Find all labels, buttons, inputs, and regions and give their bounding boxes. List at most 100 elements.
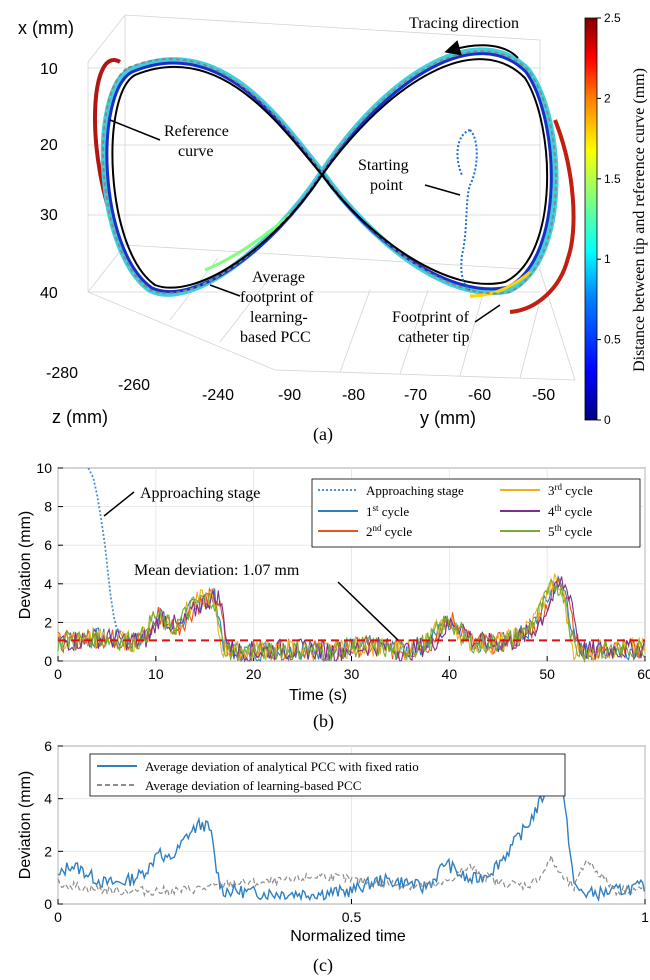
colorbar-tick-label: 2.5 xyxy=(604,11,621,25)
colorbar-tick-label: 1 xyxy=(604,252,611,266)
avg-footprint-label-4: based PCC xyxy=(240,329,311,346)
y-tick-label: 0 xyxy=(44,653,52,669)
reference-curve-label-1: Reference xyxy=(164,123,229,140)
x-axis-label-b: Time (s) xyxy=(289,687,347,704)
x-tick-label: 0.5 xyxy=(342,909,362,925)
series-approaching-stage xyxy=(87,467,124,634)
trace-red-right xyxy=(509,119,576,314)
footprint-tip-label-2: catheter tip xyxy=(398,329,470,346)
approach-path-loop xyxy=(456,129,471,176)
y-tick-label: 10 xyxy=(36,460,52,476)
reference-curve xyxy=(111,58,549,289)
y-tick-label: 6 xyxy=(44,738,52,754)
panel-a-grid xyxy=(87,14,576,381)
legend-label-cycle-2: 2nd cycle xyxy=(366,523,412,539)
x-tick-label: 0 xyxy=(54,666,62,682)
trace-green-segment xyxy=(204,213,291,272)
x-tick-label: 30 xyxy=(344,666,360,682)
reference-curve-label-2: curve xyxy=(178,143,214,160)
y-tick-label: 6 xyxy=(44,537,52,553)
colorbar-tick-label: 0.5 xyxy=(604,333,621,347)
starting-point-leader xyxy=(424,184,461,196)
x-tick-label: 1 xyxy=(641,909,649,925)
legend-label-learning: Average deviation of learning-based PCC xyxy=(145,778,361,793)
legend-box-b xyxy=(311,478,641,548)
figure-eight-traces xyxy=(93,47,576,314)
caption-a: (a) xyxy=(313,424,333,445)
avg-footprint-label-3: learning- xyxy=(250,309,308,326)
starting-point-label-2: point xyxy=(370,177,403,194)
colorbar-tick-label: 1.5 xyxy=(604,172,621,186)
colorbar: 0 0.5 1 1.5 2 2.5 Distance between tip and re… xyxy=(584,11,648,427)
approach-path xyxy=(460,129,478,291)
mean-deviation-leader xyxy=(337,581,399,641)
y-tick: -70 xyxy=(404,387,427,404)
footprint-tip-label-1: Footprint of xyxy=(392,309,470,326)
panel-c-legend: Average deviation of analytical PCC with… xyxy=(89,753,566,797)
panel-a-3d-plot: 10 20 30 40 -280 -260 -240 -90 -80 -70 -… xyxy=(18,11,648,428)
avg-footprint-label-1: Average xyxy=(252,269,305,286)
z-tick: -280 xyxy=(46,365,78,382)
x-tick-label: 20 xyxy=(246,666,262,682)
starting-point-label-1: Starting xyxy=(358,157,409,174)
colorbar-tick-label: 0 xyxy=(604,413,611,427)
approaching-stage-annotation: Approaching stage xyxy=(140,485,260,502)
trace-blue-inner xyxy=(105,52,553,294)
x-tick-label: 0 xyxy=(54,909,62,925)
x-tick: 20 xyxy=(40,137,58,154)
trace-yellow-segment xyxy=(469,270,531,298)
panel-b-line-chart: 0 10 20 30 40 50 60 0 2 4 6 8 10 Deviation (mm) Time… xyxy=(17,460,650,704)
x-tick: 30 xyxy=(40,207,58,224)
x-tick-label: 10 xyxy=(148,666,164,682)
tracing-direction-label: Tracing direction xyxy=(409,15,519,32)
x-tick-label: 50 xyxy=(539,666,555,682)
panel-c-line-chart: 0 0.5 1 0 2 4 6 Deviation (mm) Normalized time… xyxy=(17,738,649,945)
series-cycle-4 xyxy=(57,576,645,663)
x-tick: 40 xyxy=(40,285,58,302)
legend-label-cycle-5: 5th cycle xyxy=(548,523,592,539)
y-tick-label: 2 xyxy=(44,614,52,630)
x-axis-label-c: Normalized time xyxy=(290,928,406,945)
x-tick-label: 60 xyxy=(637,666,650,682)
z-tick: -260 xyxy=(118,377,150,394)
mean-deviation-annotation: Mean deviation: 1.07 mm xyxy=(134,562,300,579)
y-tick: -60 xyxy=(468,387,491,404)
y-tick: -90 xyxy=(278,387,301,404)
caption-c: (c) xyxy=(313,955,333,976)
y-tick-label: 0 xyxy=(44,896,52,912)
y-axis-label-c: Deviation (mm) xyxy=(17,771,34,879)
panel-a-ticks: 10 20 30 40 -280 -260 -240 -90 -80 -70 -… xyxy=(40,61,555,404)
colorbar-gradient xyxy=(584,17,598,421)
z-tick: -240 xyxy=(202,387,234,404)
x-tick-label: 40 xyxy=(442,666,458,682)
x-axis-label: x (mm) xyxy=(18,18,74,38)
trace-gray-dashed xyxy=(102,50,557,295)
footprint-tip-leader xyxy=(474,304,501,323)
series-cycle-5 xyxy=(57,578,645,663)
z-axis-label: z (mm) xyxy=(52,407,108,427)
legend-label-cycle-3: 3rd cycle xyxy=(548,482,593,498)
series-learning-based-pcc xyxy=(57,855,645,898)
colorbar-tick-label: 2 xyxy=(604,91,611,105)
colorbar-label: Distance between tip and reference curve… xyxy=(631,68,648,372)
panel-b-legend: Approaching stage 1st cycle 2nd cycle 3r… xyxy=(311,478,641,548)
approaching-stage-leader xyxy=(103,491,135,517)
tracing-direction-arrow xyxy=(444,40,519,59)
avg-footprint-label-2: footprint of xyxy=(240,289,314,306)
legend-box-c xyxy=(89,753,566,797)
y-tick-label: 4 xyxy=(44,576,52,592)
legend-label-cycle-4: 4th cycle xyxy=(548,503,592,519)
legend-label-cycle-1: 1st cycle xyxy=(366,503,409,519)
y-tick-label: 4 xyxy=(44,791,52,807)
x-tick: 10 xyxy=(40,61,58,78)
y-axis-label-b: Deviation (mm) xyxy=(17,511,34,619)
caption-b: (b) xyxy=(313,711,334,732)
reference-curve-leader xyxy=(109,119,161,141)
avg-footprint-leader xyxy=(209,284,241,297)
legend-label-analytical: Average deviation of analytical PCC with… xyxy=(145,759,419,774)
y-tick-label: 2 xyxy=(44,843,52,859)
panel-a-annotations: Tracing direction Reference curve Starti… xyxy=(109,15,519,346)
legend-label-approaching: Approaching stage xyxy=(366,483,464,498)
